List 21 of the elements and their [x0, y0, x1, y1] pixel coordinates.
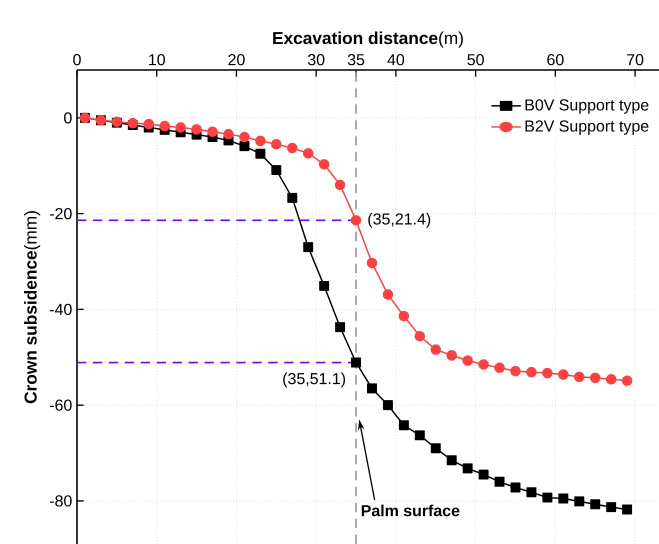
- y-tick-label: -80: [50, 495, 72, 507]
- x-tick-label: 0: [73, 54, 81, 66]
- x-tick-label: 30: [308, 54, 324, 66]
- ref-line-label: Palm surface: [362, 504, 460, 516]
- y-tick-label: 0: [64, 112, 72, 124]
- y-tick-label: -20: [50, 208, 72, 220]
- x-tick-label: 20: [228, 54, 245, 66]
- x-tick-label: 50: [467, 54, 484, 66]
- x-tick-label: 10: [149, 54, 165, 66]
- y-tick-label: -40: [50, 304, 72, 316]
- x-tick-label: 70: [627, 54, 644, 66]
- annotation: (35,51.1): [283, 372, 346, 388]
- x-tick-label: 40: [387, 54, 404, 66]
- x-tick-label: 60: [547, 54, 564, 66]
- annotation: (35,21.4): [368, 212, 430, 228]
- legend-label: B0V Support type: [526, 99, 648, 114]
- x-tick-label: 35: [348, 54, 364, 66]
- x-axis-title: Excavation distance(m): [273, 31, 463, 48]
- legend-label: B2V Support type: [526, 120, 648, 135]
- y-axis-title: Crown subsidence(mm): [24, 211, 40, 404]
- y-tick-label: -60: [50, 400, 72, 411]
